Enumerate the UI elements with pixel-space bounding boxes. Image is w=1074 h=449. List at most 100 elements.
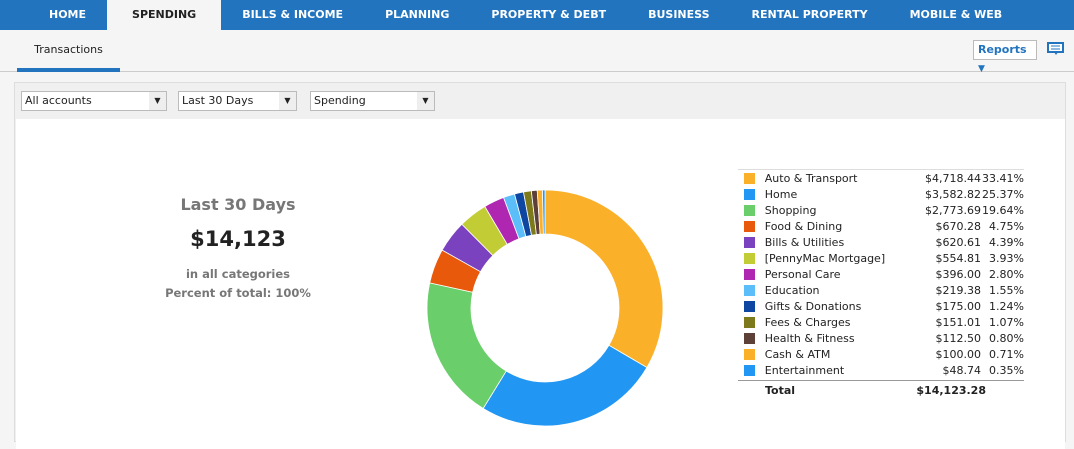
- category-amount: $396.00: [935, 267, 981, 281]
- legend-row[interactable]: Home $3,582.82 25.37%: [738, 186, 1024, 202]
- reports-dropdown[interactable]: Reports ▼: [973, 40, 1037, 74]
- legend-swatch: [744, 284, 755, 296]
- legend-row[interactable]: Bills & Utilities $620.61 4.39%: [738, 234, 1024, 250]
- period-select[interactable]: Last 30 Days ▼: [178, 91, 297, 111]
- category-name: Auto & Transport: [764, 171, 858, 185]
- category-percent: 4.75%: [989, 219, 1024, 233]
- legend-row[interactable]: Fees & Charges $151.01 1.07%: [738, 314, 1024, 330]
- nav-tab[interactable]: MOBILE & WEB: [909, 8, 1003, 21]
- donut-slice[interactable]: [426, 282, 507, 410]
- donut-slice[interactable]: [482, 344, 648, 427]
- category-amount: $112.50: [935, 331, 981, 345]
- nav-tab[interactable]: SPENDING: [107, 0, 222, 30]
- summary-line1: in all categories: [185, 267, 291, 281]
- category-amount: $4,718.44: [924, 171, 981, 185]
- nav-tab[interactable]: RENTAL PROPERTY: [751, 8, 868, 21]
- chart-area: Last 30 Days $14,123 in all categories P…: [16, 119, 1065, 449]
- category-name: Gifts & Donations: [764, 299, 862, 313]
- legend-swatch: [744, 236, 755, 248]
- category-name: Personal Care: [764, 267, 841, 281]
- category-percent: 1.07%: [989, 315, 1024, 329]
- total-amount: $14,123.28: [916, 384, 986, 397]
- legend-swatch: [744, 204, 755, 216]
- main-nav: HOME SPENDING BILLS & INCOME PLANNING PROPER…: [0, 0, 1074, 30]
- spending-summary: Last 30 Days $14,123 in all categories P…: [148, 195, 328, 303]
- accounts-select[interactable]: All accounts ▼: [21, 91, 167, 111]
- legend-row[interactable]: [PennyMac Mortgage] $554.81 3.93%: [738, 250, 1024, 266]
- total-row: Total $14,123.28: [738, 380, 1024, 400]
- legend-swatch: [744, 252, 755, 264]
- tab-transactions[interactable]: Transactions: [17, 30, 120, 72]
- spending-donut-chart: [426, 189, 664, 427]
- legend-row[interactable]: Shopping $2,773.69 19.64%: [738, 202, 1024, 218]
- legend-swatch: [744, 188, 755, 200]
- category-name: Food & Dining: [764, 219, 843, 233]
- category-amount: $670.28: [935, 219, 981, 233]
- category-name: Cash & ATM: [764, 347, 831, 361]
- category-amount: $554.81: [935, 251, 981, 265]
- category-name: Bills & Utilities: [764, 235, 845, 249]
- sub-nav: Transactions Reports ▼: [0, 30, 1074, 74]
- nav-tab[interactable]: HOME: [49, 8, 87, 21]
- category-percent: 1.55%: [989, 283, 1024, 297]
- summary-title: Last 30 Days: [180, 195, 296, 214]
- category-legend: Auto & Transport $4,718.44 33.41% Home $3,58…: [738, 169, 1024, 400]
- legend-row[interactable]: Education $219.38 1.55%: [738, 282, 1024, 298]
- nav-tab[interactable]: BUSINESS: [648, 8, 710, 21]
- reports-label: Reports: [978, 43, 1027, 56]
- legend-swatch: [744, 268, 755, 280]
- category-name: Education: [764, 283, 820, 297]
- period-value: Last 30 Days: [182, 94, 254, 107]
- category-amount: $2,773.69: [924, 203, 981, 217]
- legend-row[interactable]: Entertainment $48.74 0.35%: [738, 362, 1024, 378]
- legend-row[interactable]: Food & Dining $670.28 4.75%: [738, 218, 1024, 234]
- category-amount: $48.74: [942, 363, 981, 377]
- category-percent: 33.41%: [982, 171, 1024, 185]
- caret-down-icon: ▼: [279, 92, 296, 110]
- caret-down-icon: ▼: [149, 92, 166, 110]
- accounts-value: All accounts: [25, 94, 92, 107]
- nav-tab[interactable]: BILLS & INCOME: [242, 8, 344, 21]
- category-name: [PennyMac Mortgage]: [764, 251, 886, 265]
- category-name: Health & Fitness: [764, 331, 855, 345]
- legend-swatch: [744, 364, 755, 376]
- category-amount: $100.00: [935, 347, 981, 361]
- nav-tab[interactable]: PLANNING: [385, 8, 450, 21]
- legend-swatch: [744, 316, 755, 328]
- legend-row[interactable]: Cash & ATM $100.00 0.71%: [738, 346, 1024, 362]
- category-amount: $620.61: [935, 235, 981, 249]
- category-amount: $3,582.82: [924, 187, 981, 201]
- donut-slice[interactable]: [542, 189, 546, 235]
- feedback-chat-icon[interactable]: [1047, 42, 1064, 57]
- category-percent: 4.39%: [989, 235, 1024, 249]
- caret-down-icon: ▼: [417, 92, 434, 110]
- total-label: Total: [765, 384, 796, 397]
- category-percent: 1.24%: [989, 299, 1024, 313]
- category-amount: $151.01: [935, 315, 981, 329]
- summary-line2: Percent of total: 100%: [165, 286, 311, 300]
- category-amount: $219.38: [935, 283, 981, 297]
- category-percent: 25.37%: [982, 187, 1024, 201]
- summary-amount: $14,123: [190, 227, 286, 251]
- category-percent: 19.64%: [982, 203, 1024, 217]
- legend-swatch: [744, 332, 755, 344]
- category-percent: 0.35%: [989, 363, 1024, 377]
- nav-tab[interactable]: PROPERTY & DEBT: [491, 8, 607, 21]
- category-percent: 0.71%: [989, 347, 1024, 361]
- spending-panel: All accounts ▼ Last 30 Days ▼ Spending ▼ La…: [14, 82, 1066, 449]
- legend-swatch: [744, 220, 755, 232]
- category-name: Shopping: [764, 203, 817, 217]
- legend-row[interactable]: Auto & Transport $4,718.44 33.41%: [738, 170, 1024, 186]
- type-value: Spending: [314, 94, 366, 107]
- legend-swatch: [744, 300, 755, 312]
- caret-down-icon: ▼: [978, 64, 985, 74]
- legend-row[interactable]: Personal Care $396.00 2.80%: [738, 266, 1024, 282]
- legend-row[interactable]: Health & Fitness $112.50 0.80%: [738, 330, 1024, 346]
- legend-row[interactable]: Gifts & Donations $175.00 1.24%: [738, 298, 1024, 314]
- donut-slice[interactable]: [544, 189, 664, 369]
- category-percent: 2.80%: [989, 267, 1024, 281]
- type-select[interactable]: Spending ▼: [310, 91, 435, 111]
- category-percent: 3.93%: [989, 251, 1024, 265]
- legend-swatch: [744, 348, 755, 360]
- category-name: Home: [764, 187, 798, 201]
